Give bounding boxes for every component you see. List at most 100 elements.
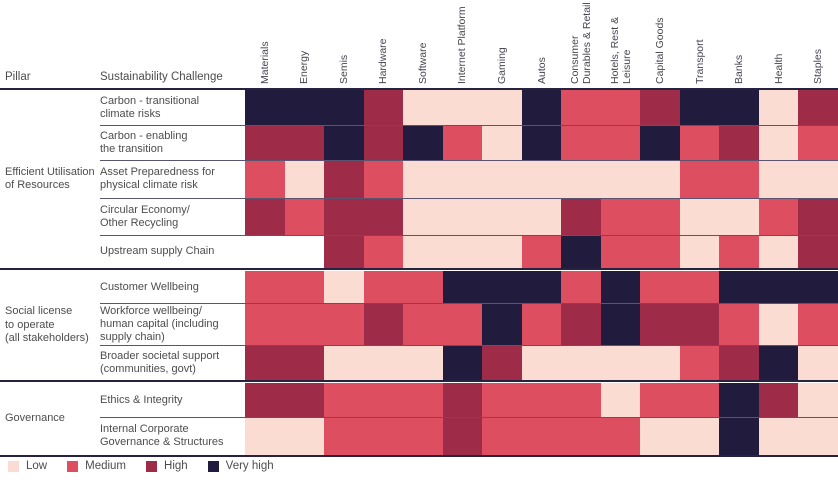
heatmap-cell	[640, 271, 681, 303]
column-header: Energy	[298, 50, 311, 84]
pillar-separator-line	[0, 380, 838, 382]
column-header: Hotels, Rest & Leisure	[608, 16, 633, 84]
heatmap-cell	[403, 383, 444, 417]
heatmap-cell	[758, 160, 799, 198]
heatmap-cell	[482, 383, 523, 417]
bottom-border-line	[0, 455, 838, 457]
heatmap-cell	[719, 383, 760, 417]
heatmap-cell	[482, 345, 523, 380]
legend-label: Low	[26, 460, 48, 472]
heatmap-cell	[442, 235, 483, 268]
heatmap-cell	[363, 271, 404, 303]
heatmap-cell	[640, 417, 681, 455]
heatmap-cell	[284, 90, 325, 125]
heatmap-cell	[758, 345, 799, 380]
column-header: Staples	[812, 48, 825, 84]
heatmap-cell	[403, 345, 444, 380]
heatmap-cell	[482, 417, 523, 455]
challenge-label: Ethics & Integrity	[100, 393, 183, 406]
column-header: Materials	[258, 41, 271, 84]
heatmap-cell	[245, 160, 286, 198]
heatmap-cell	[600, 125, 641, 160]
legend-item: Medium	[67, 460, 126, 472]
pillar-separator-line	[0, 268, 838, 270]
challenge-column-header: Sustainability Challenge	[100, 71, 223, 83]
heatmap-cell	[679, 417, 720, 455]
heatmap-cell	[324, 160, 365, 198]
heatmap-cell	[403, 235, 444, 268]
pillar-label: Efficient Utilisation of Resources	[5, 165, 95, 192]
heatmap-cell	[758, 303, 799, 345]
heatmap-cell	[561, 125, 602, 160]
heatmap-cell	[521, 235, 562, 268]
heatmap-cell	[561, 198, 602, 235]
heatmap-cell	[719, 417, 760, 455]
row-separator-line	[100, 302, 838, 304]
challenge-label: Upstream supply Chain	[100, 245, 215, 257]
heatmap-cell	[798, 271, 838, 303]
heatmap-cell	[324, 303, 365, 345]
heatmap-cell	[521, 90, 562, 125]
heatmap-cell	[324, 235, 365, 268]
heatmap-cell	[284, 303, 325, 345]
heatmap-cell	[640, 198, 681, 235]
heatmap-cell	[561, 417, 602, 455]
heatmap-cell	[403, 160, 444, 198]
heatmap-cell	[679, 198, 720, 235]
heatmap-cell	[758, 235, 799, 268]
heatmap-cell	[324, 417, 365, 455]
legend: Low Medium High Very high	[8, 460, 274, 472]
heatmap-cell	[403, 198, 444, 235]
column-header: Semis	[337, 54, 350, 84]
heatmap-cell	[679, 383, 720, 417]
heatmap-cell	[482, 125, 523, 160]
legend-swatch	[8, 460, 19, 472]
challenge-label: Asset Preparedness for physical climate …	[100, 166, 215, 191]
heatmap-cell	[324, 125, 365, 160]
legend-swatch	[67, 460, 79, 472]
heatmap-cell	[640, 303, 681, 345]
heatmap-cell	[521, 198, 562, 235]
pillar-column-header: Pillar	[5, 71, 31, 83]
heatmap-cell	[521, 383, 562, 417]
heatmap-cell	[363, 160, 404, 198]
legend-item: Low	[8, 460, 47, 472]
column-header: Health	[772, 53, 785, 84]
heatmap-cell	[798, 383, 838, 417]
heatmap-cell	[758, 271, 799, 303]
pillar-label: Social license to operate (all stakehold…	[5, 305, 89, 345]
heatmap-cell	[561, 160, 602, 198]
heatmap-cell	[561, 235, 602, 268]
heatmap-cell	[600, 345, 641, 380]
heatmap-cell	[363, 345, 404, 380]
heatmap-cell	[521, 303, 562, 345]
heatmap-cell	[324, 198, 365, 235]
heatmap-cell	[719, 160, 760, 198]
heatmap-cell	[561, 303, 602, 345]
heatmap-cell	[482, 160, 523, 198]
heatmap-cell	[284, 198, 325, 235]
heatmap-cell	[640, 345, 681, 380]
challenge-label: Internal Corporate Governance & Structur…	[100, 423, 224, 448]
heatmap-cell	[679, 271, 720, 303]
heatmap-cell	[363, 303, 404, 345]
heatmap-cell	[798, 417, 838, 455]
challenge-label: Workforce wellbeing/ human capital (incl…	[100, 304, 219, 343]
heatmap-cell	[482, 271, 523, 303]
heatmap-cell	[442, 383, 483, 417]
legend-swatch	[146, 460, 158, 472]
column-header: Gaming	[495, 47, 508, 84]
heatmap-cell	[482, 303, 523, 345]
heatmap-cell	[245, 90, 286, 125]
heatmap-cell	[363, 417, 404, 455]
heatmap-cell	[442, 345, 483, 380]
heatmap-cell	[403, 271, 444, 303]
heatmap-cell	[284, 383, 325, 417]
heatmap-cell	[284, 345, 325, 380]
heatmap-cell	[758, 125, 799, 160]
row-separator-line	[100, 159, 838, 161]
heatmap-cell	[363, 125, 404, 160]
heatmap-cell	[284, 160, 325, 198]
heatmap-cell	[719, 198, 760, 235]
